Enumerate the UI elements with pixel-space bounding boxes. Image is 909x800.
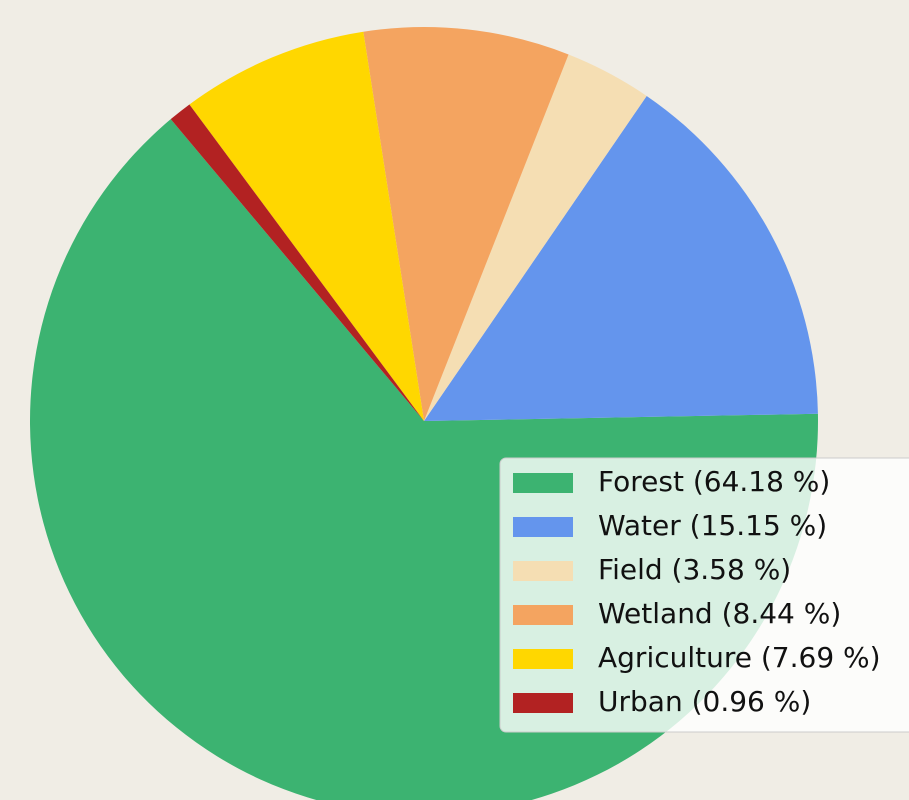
legend-label: Urban (0.96 %) bbox=[598, 685, 811, 718]
legend-label: Field (3.58 %) bbox=[598, 553, 791, 586]
legend: Forest (64.18 %) Water (15.15 %) Field (3.… bbox=[499, 457, 909, 733]
legend-label: Water (15.15 %) bbox=[598, 509, 827, 542]
legend-swatch bbox=[513, 473, 573, 493]
legend-label: Forest (64.18 %) bbox=[598, 465, 830, 498]
legend-label: Agriculture (7.69 %) bbox=[598, 641, 881, 674]
legend-swatch bbox=[513, 693, 573, 713]
legend-label: Wetland (8.44 %) bbox=[598, 597, 841, 630]
legend-box bbox=[499, 457, 909, 733]
pie-slice bbox=[424, 95, 818, 422]
pie-slice bbox=[363, 27, 569, 422]
legend-swatch bbox=[513, 561, 573, 581]
pie-slice bbox=[170, 104, 424, 422]
pie-slice bbox=[189, 31, 424, 421]
legend-swatch bbox=[513, 517, 573, 537]
legend-swatch bbox=[513, 649, 573, 669]
legend-swatch bbox=[513, 605, 573, 625]
pie-slice bbox=[424, 54, 647, 421]
